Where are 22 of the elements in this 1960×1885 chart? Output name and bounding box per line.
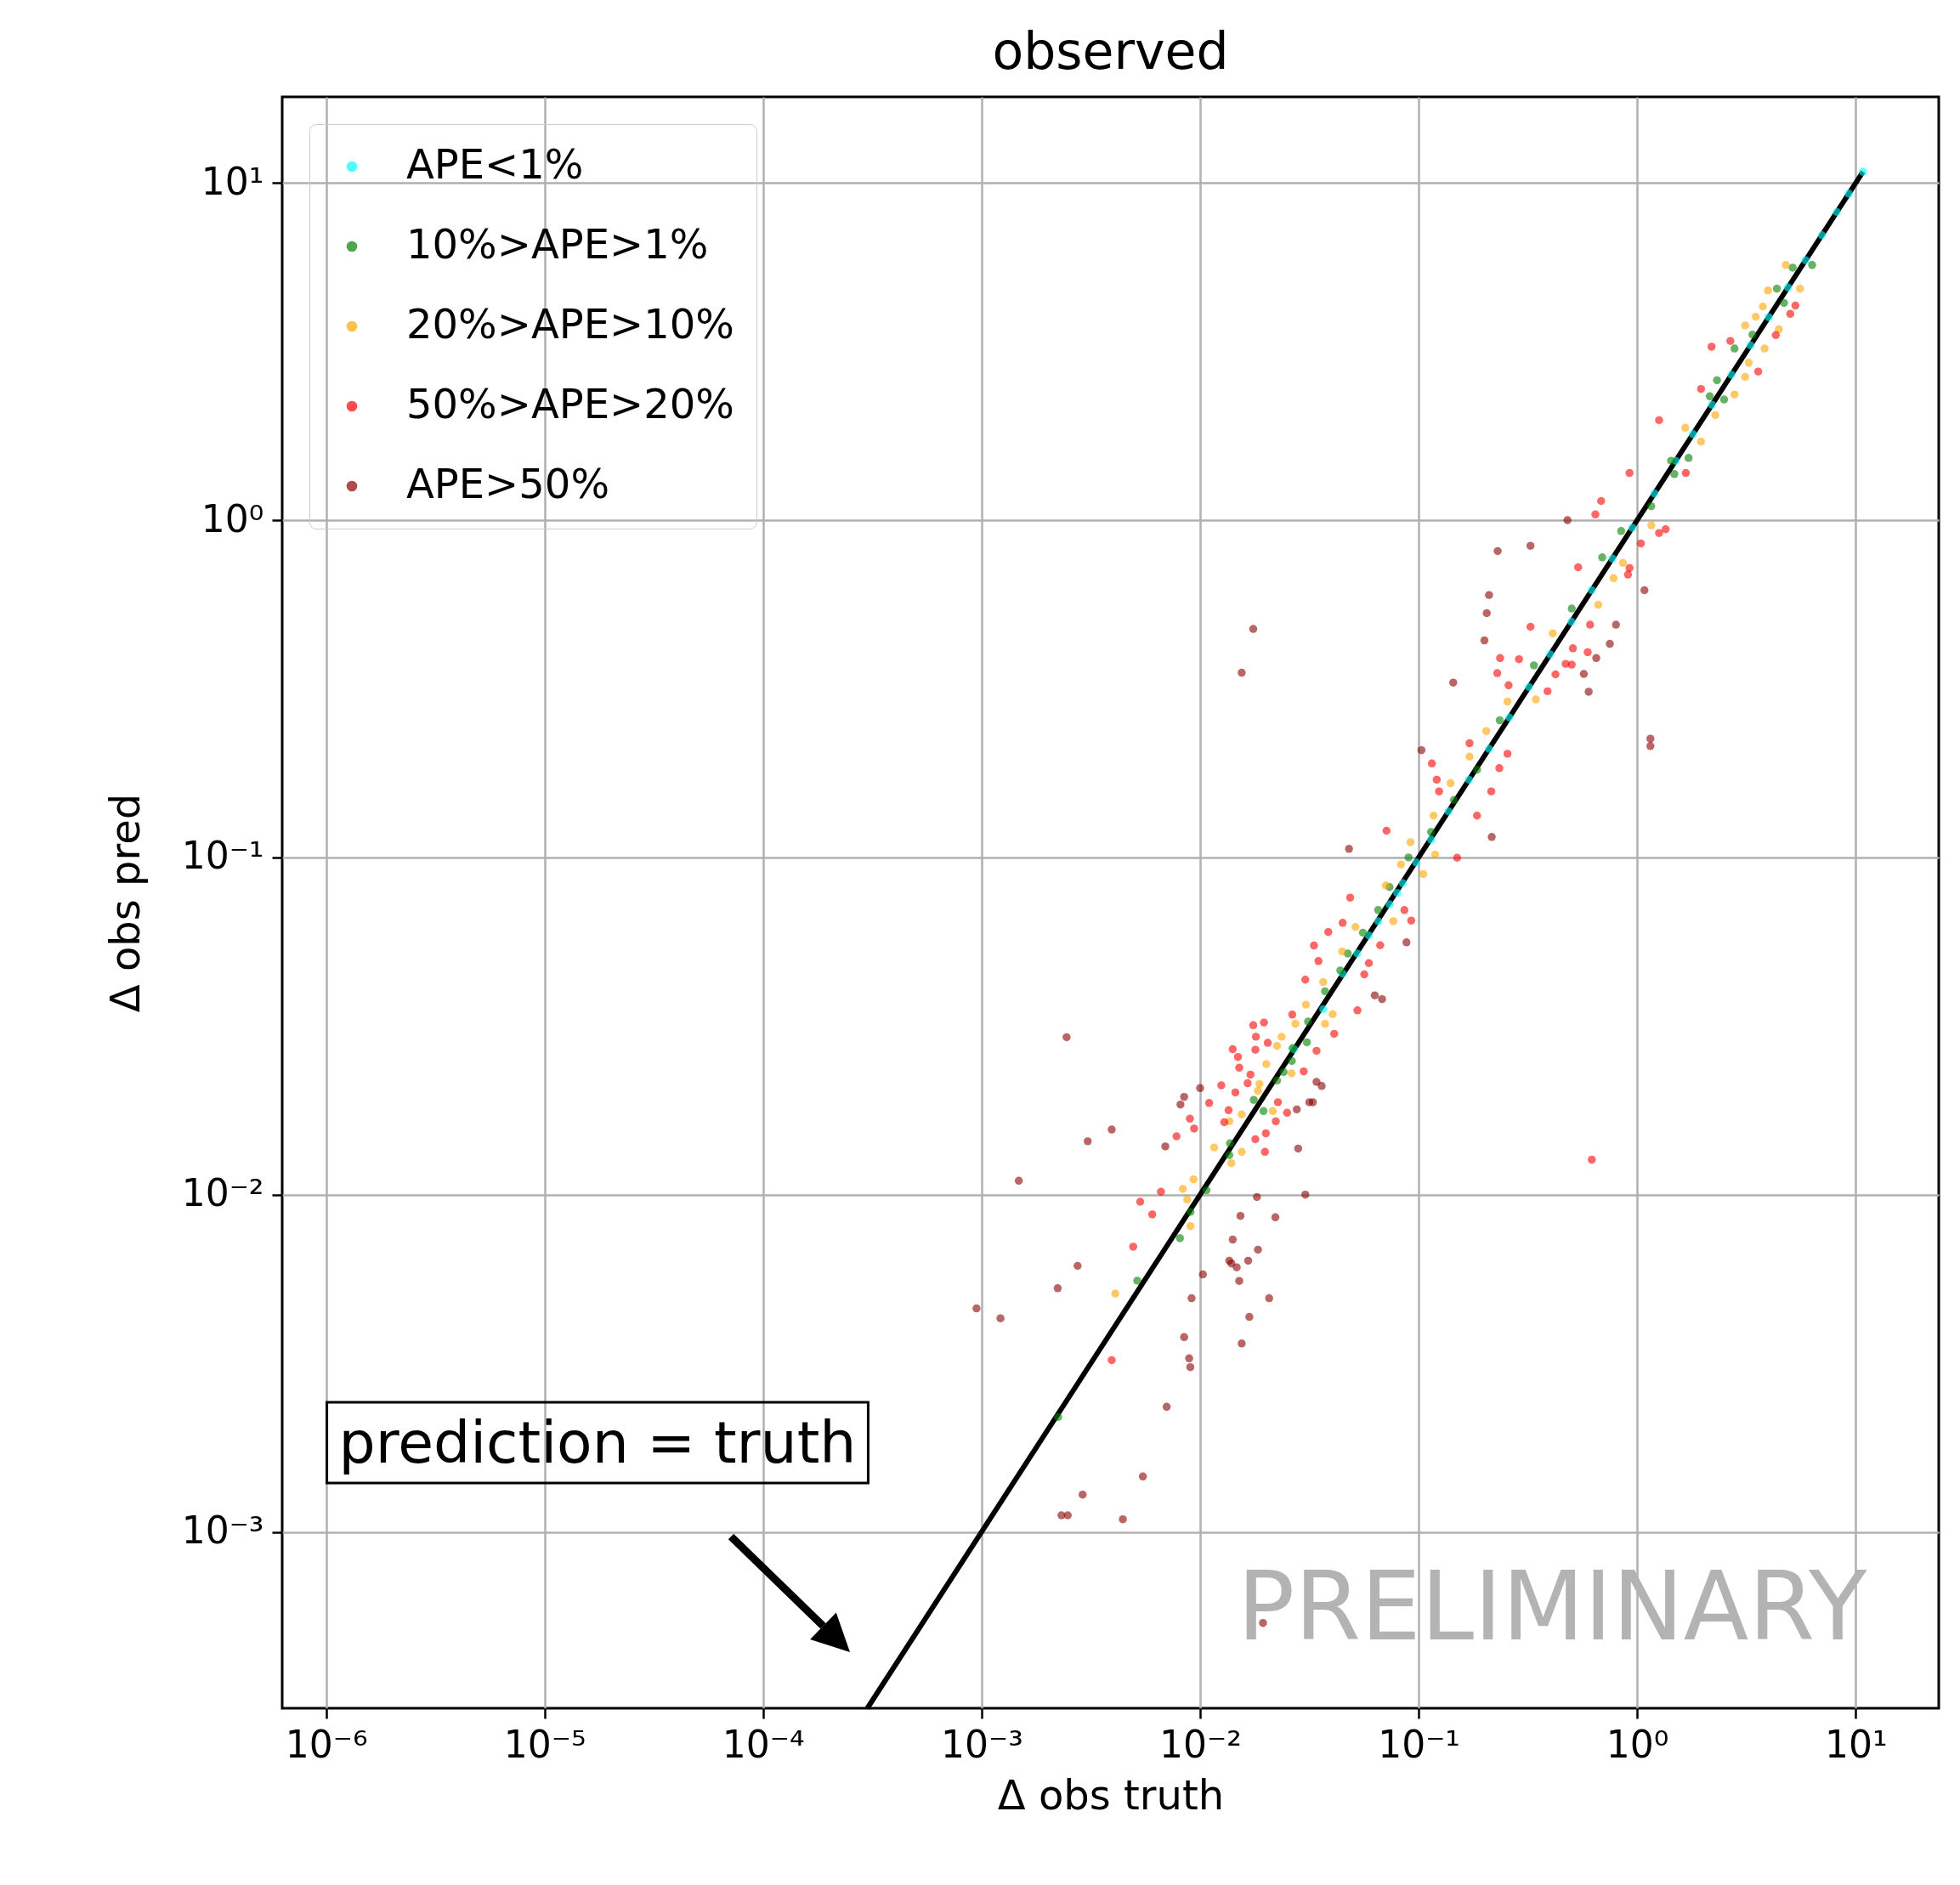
y-tick-label: 10¹ — [201, 159, 264, 203]
chart-title: observed — [992, 21, 1229, 81]
x-tick-label: 10⁻⁵ — [503, 1722, 586, 1766]
annotation: prediction = truth — [338, 1409, 857, 1476]
legend-label: APE>50% — [406, 460, 610, 507]
x-tick-label: 10¹ — [1824, 1722, 1888, 1766]
x-tick-label: 10⁻² — [1159, 1722, 1242, 1766]
x-tick-label: 10⁻⁴ — [722, 1722, 805, 1766]
y-axis-title: Δ obs pred — [100, 793, 149, 1013]
x-tick-label: 10⁻³ — [940, 1722, 1023, 1766]
legend-label: 20%>APE>10% — [406, 300, 734, 348]
y-tick-label: 10⁻² — [181, 1171, 264, 1215]
x-tick-label: 10⁰ — [1606, 1722, 1669, 1766]
y-tick-label: 10⁻¹ — [181, 834, 264, 878]
x-tick-label: 10⁻¹ — [1378, 1722, 1460, 1766]
legend-label: 10%>APE>1% — [406, 220, 709, 268]
y-tick-label: 10⁻³ — [181, 1509, 264, 1553]
x-axis-title: Δ obs truth — [997, 1770, 1225, 1819]
y-tick-label: 10⁰ — [201, 496, 264, 541]
x-tick-label: 10⁻⁶ — [285, 1722, 368, 1766]
legend-label: APE<1% — [406, 140, 584, 188]
legend-label: 50%>APE>20% — [406, 380, 734, 427]
